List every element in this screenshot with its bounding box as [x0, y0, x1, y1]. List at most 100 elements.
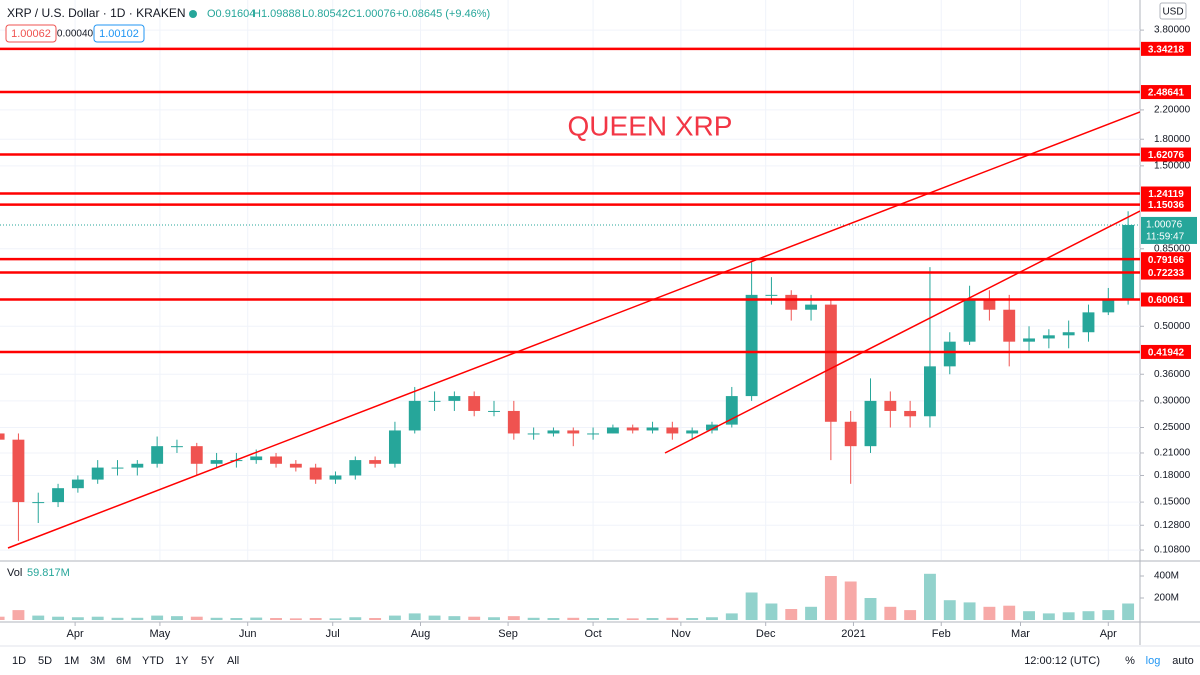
- y-tick-label: 0.36000: [1154, 369, 1191, 380]
- trend-lines: [7, 111, 1140, 549]
- volume-bar: [1122, 603, 1135, 620]
- volume-bar: [844, 581, 857, 620]
- volume-bar: [706, 617, 718, 620]
- volume-bar: [468, 616, 481, 620]
- volume-bar: [924, 573, 936, 620]
- candle-body: [547, 430, 560, 434]
- candle-body: [190, 446, 203, 464]
- candle-body: [1023, 338, 1035, 342]
- range-button[interactable]: 1D: [12, 655, 26, 667]
- volume-bar: [904, 610, 917, 620]
- x-tick-label: Apr: [1100, 628, 1117, 640]
- volume-bar: [626, 618, 639, 620]
- y-tick-label: 0.85000: [1154, 243, 1191, 254]
- range-button[interactable]: YTD: [142, 655, 164, 667]
- volume-bar: [1062, 612, 1075, 620]
- level-label: 3.34218: [1148, 44, 1185, 55]
- volume-bar: [12, 610, 25, 620]
- candle-body: [1042, 335, 1055, 339]
- volume-bar: [171, 616, 183, 620]
- toolbar: 1D 5D 1M 3M 6M YTD 1Y 5Y All: [12, 655, 239, 667]
- candle-body: [983, 299, 996, 310]
- ohlc: +0.08645 (+9.46%): [396, 8, 490, 20]
- range-button[interactable]: 6M: [116, 655, 131, 667]
- volume-bar: [745, 592, 758, 620]
- candle-body: [1003, 309, 1016, 342]
- v-tick-label: 400M: [1154, 571, 1179, 582]
- range-button[interactable]: All: [227, 655, 239, 667]
- bid-box[interactable]: [5, 24, 57, 43]
- option[interactable]: log: [1146, 655, 1161, 667]
- range-button[interactable]: 5D: [38, 655, 52, 667]
- y-tick-label: 3.80000: [1154, 25, 1191, 36]
- option[interactable]: %: [1125, 655, 1135, 667]
- candle-body: [91, 467, 104, 480]
- last-price-box: [1141, 216, 1197, 244]
- volume-bar: [448, 616, 461, 620]
- currency-box[interactable]: [1159, 2, 1187, 20]
- candle-body: [131, 463, 144, 468]
- trend-line: [664, 210, 1140, 454]
- candle-body: [725, 396, 738, 425]
- v-tick-label: 200M: [1154, 593, 1179, 604]
- y-tick-label: 2.20000: [1154, 105, 1191, 116]
- volume-pane: [0, 573, 1135, 620]
- candle-body: [706, 424, 718, 431]
- candle-body: [824, 304, 837, 422]
- volume-bar: [408, 613, 421, 620]
- option[interactable]: auto: [1172, 655, 1193, 667]
- volume-bar: [1082, 611, 1095, 620]
- candle-body: [270, 456, 282, 464]
- range-button[interactable]: 3M: [90, 655, 105, 667]
- candle-body: [686, 430, 699, 434]
- volume-bar: [864, 598, 877, 620]
- last-price: 1.00076: [1146, 220, 1183, 231]
- volume-bar: [151, 615, 164, 620]
- volume-bar: [329, 618, 342, 620]
- level-label-box: [1141, 292, 1191, 307]
- y-tick-label: 0.21000: [1154, 448, 1191, 459]
- volume-bar: [1102, 610, 1115, 620]
- candle-body: [567, 430, 580, 434]
- range-button[interactable]: 1M: [64, 655, 79, 667]
- candle-body: [666, 427, 679, 434]
- volume-bar: [349, 617, 362, 620]
- range-button[interactable]: 5Y: [201, 655, 215, 667]
- x-tick-label: May: [150, 628, 171, 640]
- candle-body: [468, 396, 481, 411]
- volume-bar: [210, 617, 223, 620]
- volume-bar: [0, 616, 5, 620]
- y-tick-label: 1.50000: [1154, 160, 1191, 171]
- volume-bar: [943, 600, 956, 620]
- x-tick-label: Sep: [498, 628, 518, 640]
- candle-body: [151, 446, 164, 464]
- candle-body: [369, 460, 382, 464]
- volume-bar: [805, 606, 818, 620]
- volume-bar: [250, 617, 263, 620]
- candle-body: [171, 446, 183, 448]
- volume-bar: [428, 615, 441, 620]
- x-tick-label: Aug: [411, 628, 431, 640]
- candle-body: [626, 427, 639, 431]
- candle-body: [1122, 224, 1135, 300]
- x-tick-label: Oct: [585, 628, 602, 640]
- candle-body: [507, 410, 520, 434]
- range-button[interactable]: 1Y: [175, 655, 189, 667]
- x-tick-label: Apr: [67, 628, 84, 640]
- volume-bar: [388, 615, 401, 620]
- volume-bar: [71, 617, 84, 620]
- candle-body: [210, 460, 223, 464]
- candle-body: [71, 479, 84, 489]
- candle-body: [0, 433, 5, 440]
- volume-value: 59.817M: [27, 567, 70, 579]
- volume-bar: [725, 613, 738, 620]
- volume-bar: [606, 618, 619, 620]
- level-label-box: [1141, 85, 1191, 100]
- x-tick-label: Mar: [1011, 628, 1030, 640]
- y-tick-label: 0.50000: [1154, 321, 1191, 332]
- ask-box[interactable]: [93, 24, 145, 43]
- volume-bar: [567, 617, 580, 620]
- level-label: 2.48641: [1148, 88, 1185, 99]
- y-tick-label: 0.15000: [1154, 497, 1191, 508]
